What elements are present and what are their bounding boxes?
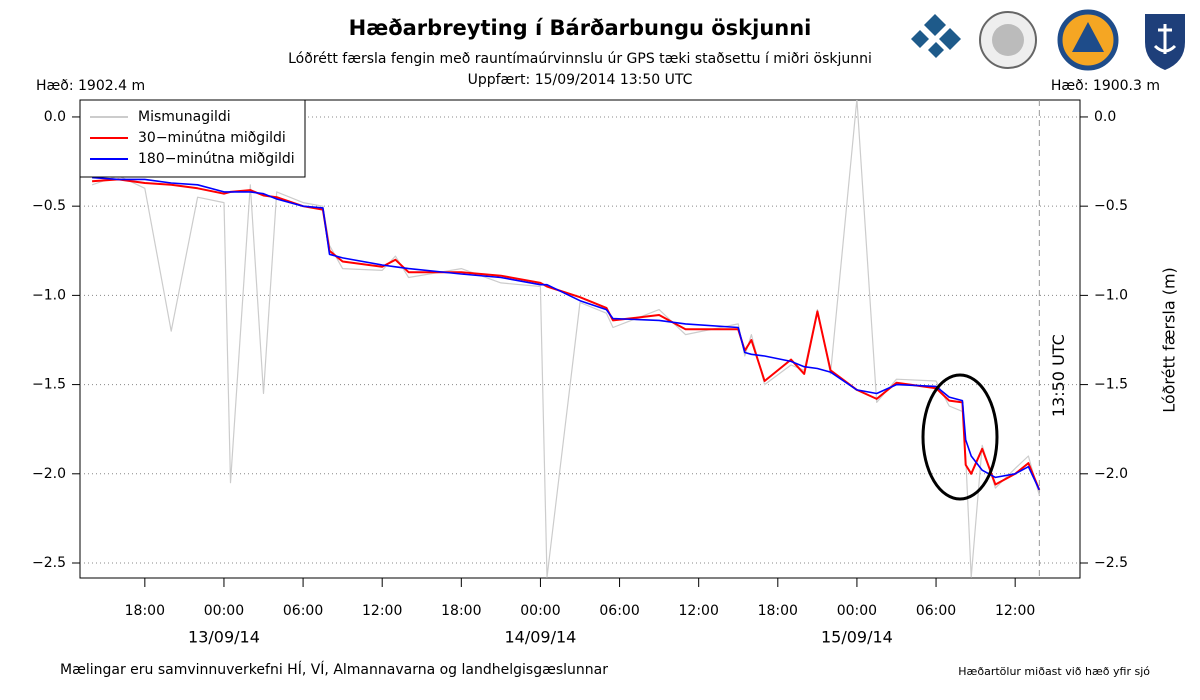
y2-axis-label: Lóðrétt færsla (m) — [1160, 267, 1179, 413]
y-tick-label: −2.5 — [32, 555, 66, 571]
height-left: Hæð: 1902.4 m — [36, 78, 145, 94]
y-tick-label: −2.0 — [32, 466, 66, 482]
legend-label: 180−minútna miðgildi — [138, 151, 295, 167]
x-date-label: 13/09/14 — [188, 628, 260, 647]
highlight-ellipse — [921, 373, 999, 501]
logo-almannavarnir — [1057, 9, 1119, 71]
logo-lhg — [1145, 14, 1185, 70]
x-tick-label: 12:00 — [995, 603, 1035, 619]
y2-tick-label: −0.5 — [1094, 198, 1128, 214]
now-label: 13:50 UTC — [1049, 334, 1068, 417]
x-tick-label: 06:00 — [916, 603, 956, 619]
x-tick-label: 06:00 — [283, 603, 323, 619]
y-tick-label: −1.0 — [32, 287, 66, 303]
x-tick-label: 00:00 — [837, 603, 877, 619]
x-tick-label: 18:00 — [441, 603, 481, 619]
series-line — [92, 176, 1041, 491]
height-right: Hæð: 1900.3 m — [1051, 78, 1160, 94]
x-tick-label: 00:00 — [520, 603, 560, 619]
legend-label: 30−minútna miðgildi — [138, 130, 286, 146]
y-tick-label: −1.5 — [32, 377, 66, 393]
x-tick-label: 06:00 — [599, 603, 639, 619]
updated-text: Uppfært: 15/09/2014 13:50 UTC — [468, 72, 693, 88]
series-line — [91, 100, 1040, 578]
chart-subtitle: Lóðrétt færsla fengin með rauntímaúrvinn… — [288, 51, 872, 67]
x-date-label: 15/09/14 — [821, 628, 893, 647]
x-tick-label: 18:00 — [758, 603, 798, 619]
series-line — [92, 178, 1041, 491]
chart-title: Hæðarbreyting í Bárðarbungu öskjunni — [349, 16, 812, 40]
plot-lines — [91, 100, 1041, 578]
y2-tick-label: 0.0 — [1094, 109, 1116, 125]
logo-vi — [911, 14, 961, 58]
legend: Mismunagildi 30−minútna miðgildi 180−minút… — [79, 99, 306, 178]
footer-right: Hæðartölur miðast við hæð yfir sjó — [958, 665, 1150, 678]
x-tick-label: 00:00 — [204, 603, 244, 619]
legend-label: Mismunagildi — [138, 109, 231, 125]
x-tick-label: 12:00 — [362, 603, 402, 619]
x-tick-label: 12:00 — [679, 603, 719, 619]
y-tick-label: 0.0 — [44, 109, 66, 125]
x-tick-label: 18:00 — [125, 603, 165, 619]
y2-tick-label: −1.0 — [1094, 287, 1128, 303]
x-date-label: 14/09/14 — [505, 628, 577, 647]
footer-left: Mælingar eru samvinnuverkefni HÍ, VÍ, Al… — [60, 661, 608, 678]
y2-tick-label: −2.0 — [1094, 466, 1128, 482]
y-tick-label: −0.5 — [32, 198, 66, 214]
logo-hi — [979, 11, 1037, 69]
y2-tick-label: −1.5 — [1094, 377, 1128, 393]
plot-frame — [79, 99, 1081, 579]
y2-tick-label: −2.5 — [1094, 555, 1128, 571]
